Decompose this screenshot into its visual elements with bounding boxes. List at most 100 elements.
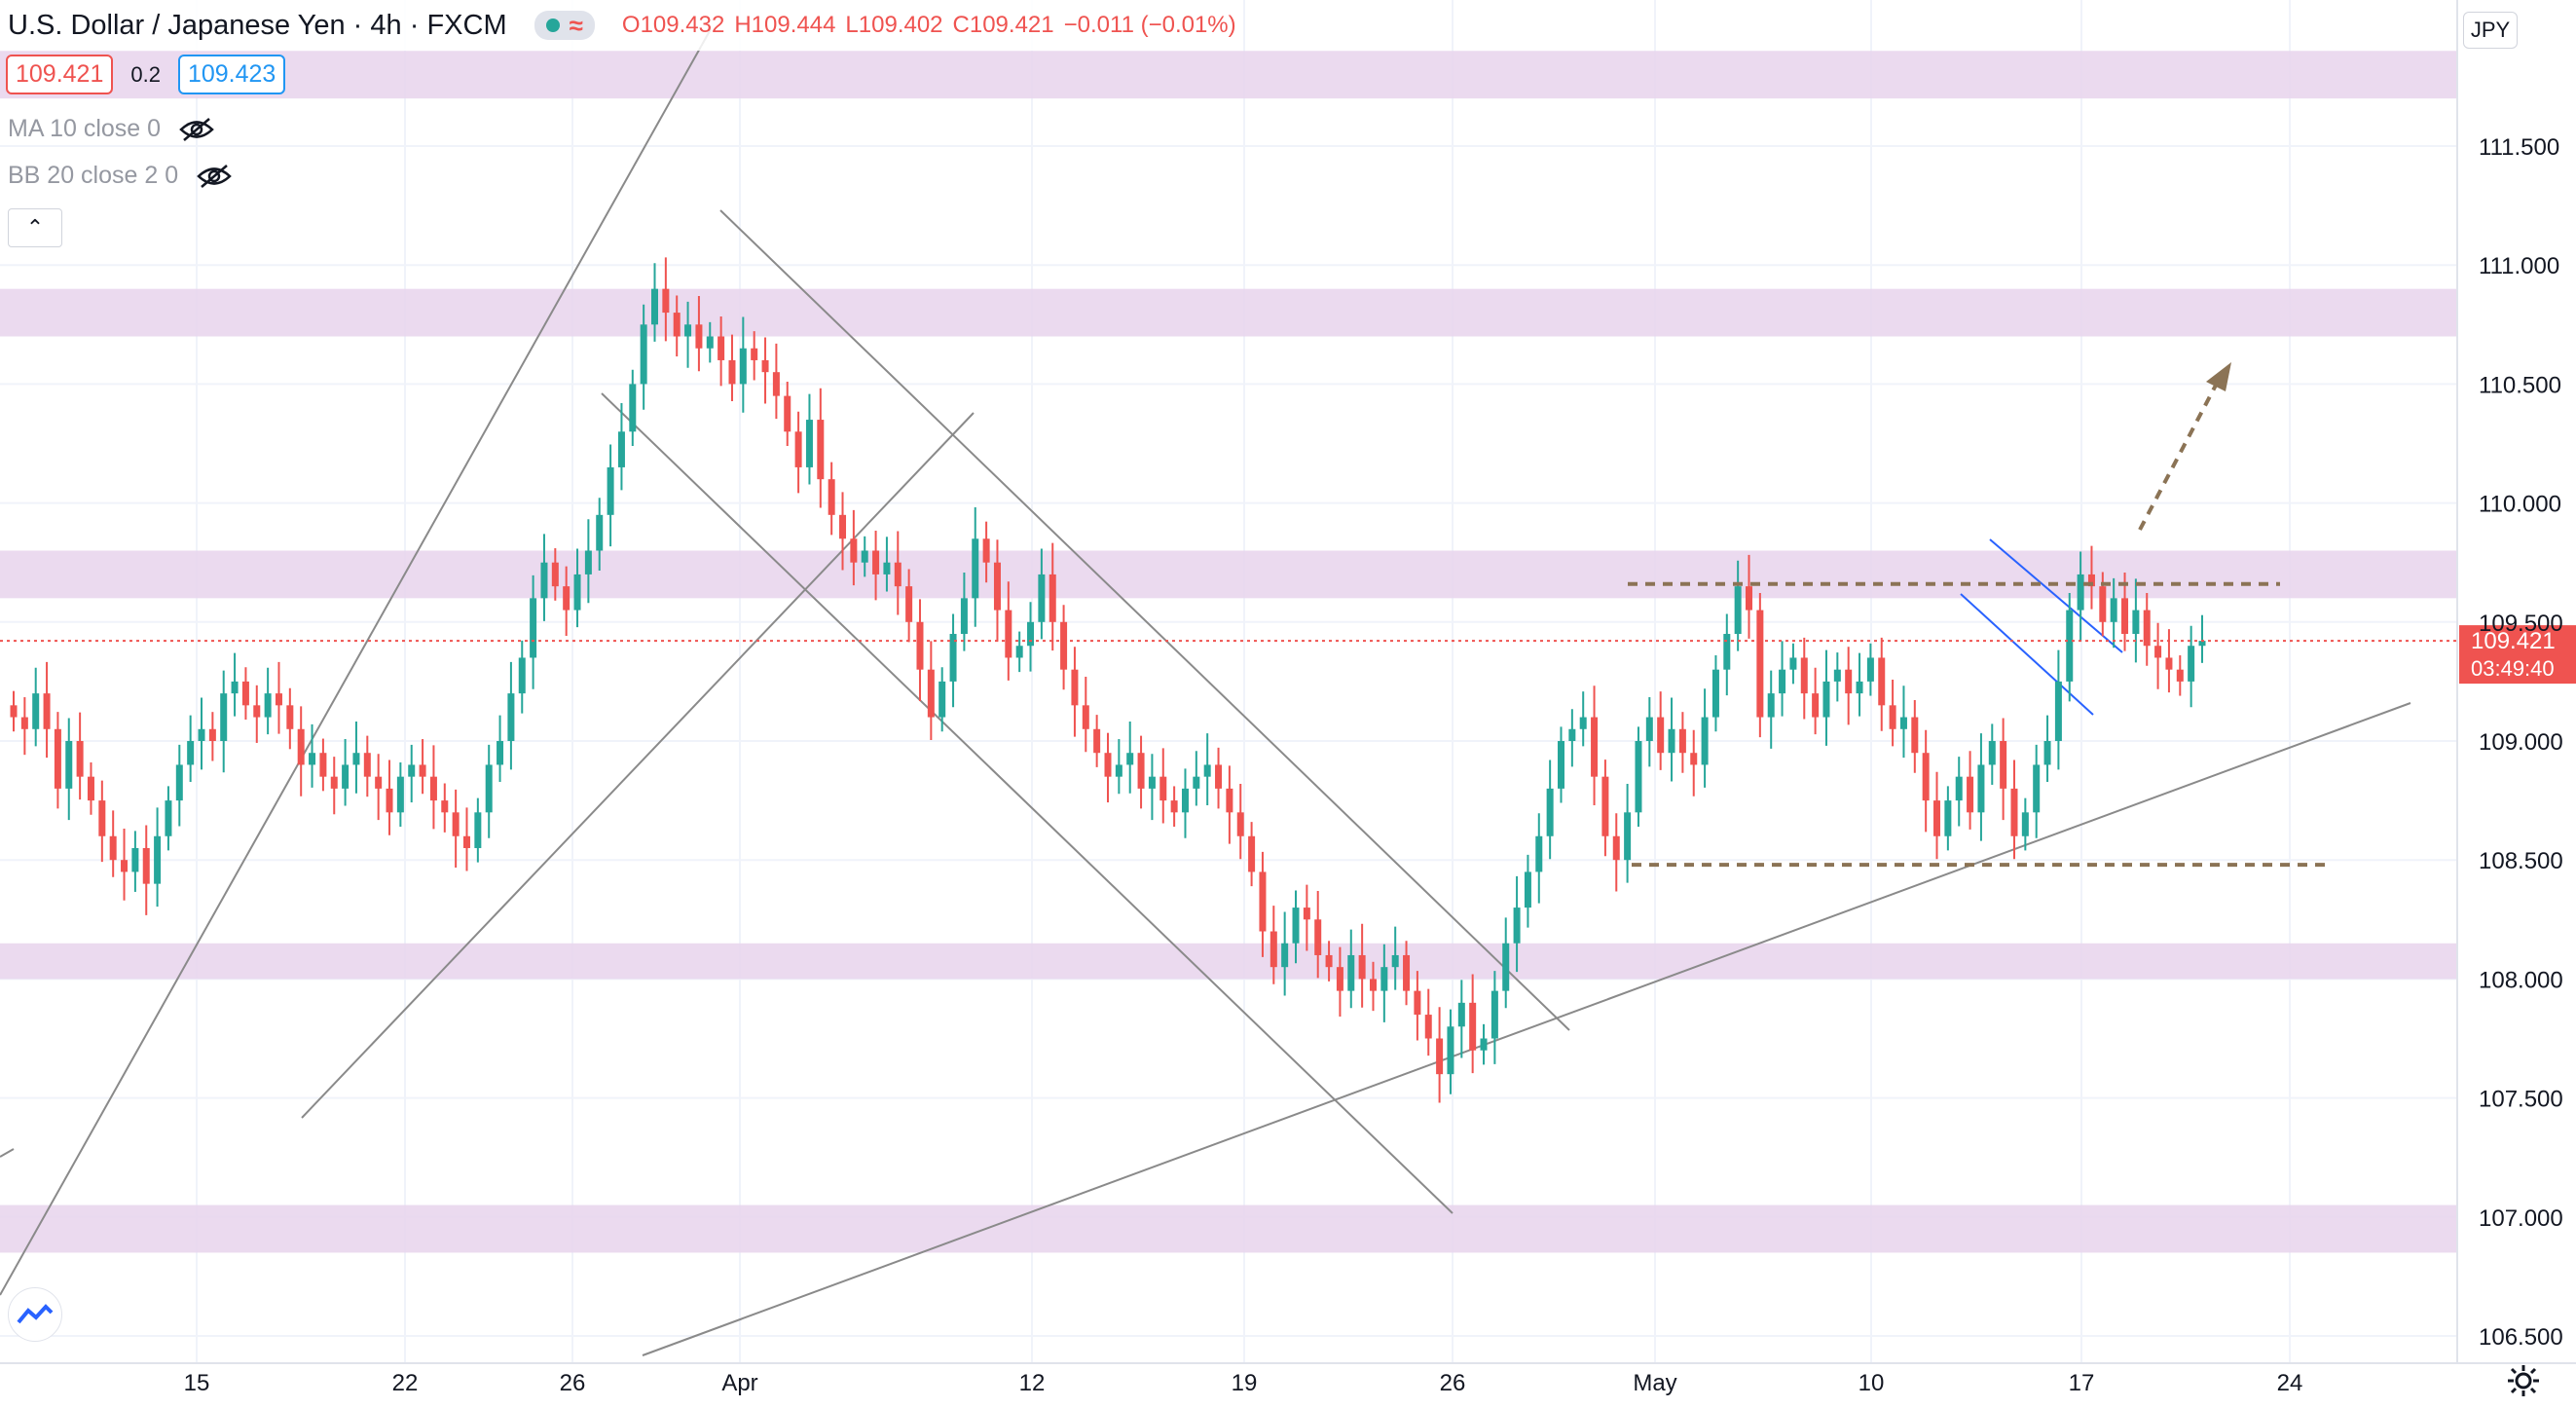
candle-body	[1303, 908, 1310, 920]
candle-body	[497, 741, 504, 765]
candle-body	[1723, 634, 1731, 670]
candle-body	[761, 359, 769, 373]
candle-body	[1746, 586, 1753, 611]
trend-line	[601, 392, 1454, 1214]
collapse-legend-button[interactable]: ⌃	[8, 208, 62, 247]
candle-body	[1181, 788, 1189, 813]
candle-body	[1270, 931, 1277, 968]
candle-body	[1690, 753, 1698, 765]
candle-body	[1524, 871, 1531, 908]
hidden-eye-icon[interactable]	[178, 117, 215, 142]
candle-body	[1027, 621, 1035, 647]
candle-body	[131, 847, 139, 872]
grid-lines	[0, 0, 2457, 1363]
time-tick-label: May	[1633, 1370, 1676, 1396]
time-tick-label: 15	[184, 1370, 210, 1396]
candle-body	[1447, 1026, 1454, 1075]
candle-body	[474, 812, 482, 848]
price-tick-label: 107.500	[2479, 1087, 2563, 1113]
candle-body	[363, 753, 371, 777]
ohlc-open: O109.432	[621, 12, 725, 38]
hidden-eye-icon[interactable]	[196, 164, 233, 189]
candle-body	[1281, 943, 1289, 968]
gear-icon[interactable]	[2504, 1361, 2543, 1400]
candle-body	[684, 324, 692, 337]
candle-body	[2033, 764, 2041, 813]
price-tick-label: 106.500	[2479, 1324, 2563, 1351]
candle-body	[1800, 657, 1808, 694]
price-tick-label: 109.000	[2479, 729, 2563, 756]
candle-body	[817, 420, 825, 480]
candle-body	[109, 835, 117, 861]
candle-body	[828, 479, 835, 515]
candle-body	[673, 313, 681, 337]
candle-body	[65, 741, 73, 789]
candle-body	[264, 693, 272, 718]
candle-body	[2188, 646, 2195, 682]
candle-body	[1093, 728, 1101, 754]
candle-body	[1391, 954, 1399, 968]
candle-body	[309, 753, 316, 765]
candle-body	[927, 669, 935, 718]
candle-body	[2077, 574, 2084, 611]
time-tick-label: Apr	[721, 1370, 757, 1396]
candle-body	[1082, 705, 1089, 729]
candle-body	[87, 776, 94, 801]
candle-body	[1436, 1038, 1444, 1075]
candle-body	[949, 634, 957, 682]
candle-body	[43, 693, 51, 729]
candle-body	[883, 562, 891, 574]
candle-body	[1856, 681, 1863, 694]
candle-body	[1767, 693, 1775, 718]
candle-body	[794, 431, 802, 467]
candle-body	[2143, 610, 2151, 647]
ohlc-high: H109.444	[734, 12, 836, 38]
candle-body	[396, 776, 404, 813]
candle-body	[297, 728, 305, 765]
candle-body	[485, 764, 493, 813]
candle-body	[960, 598, 968, 635]
candle-body	[993, 562, 1001, 611]
candle-body	[640, 324, 647, 385]
candle-body	[2154, 646, 2162, 658]
symbol-title[interactable]: U.S. Dollar / Japanese Yen · 4h · FXCM	[8, 9, 507, 41]
candle-body	[1513, 908, 1521, 944]
indicator-ma[interactable]: MA 10 close 0	[8, 115, 215, 143]
candle-body	[1015, 646, 1023, 658]
currency-button[interactable]: JPY	[2463, 12, 2518, 49]
candle-body	[1414, 990, 1421, 1016]
indicator-bb[interactable]: BB 20 close 2 0	[8, 162, 233, 190]
candle-body	[165, 800, 172, 836]
sell-price-button[interactable]: 109.421	[6, 55, 114, 94]
candle-body	[441, 800, 449, 813]
candle-body	[2021, 812, 2029, 836]
market-status-pill[interactable]: ≈	[534, 11, 595, 40]
candle-body	[419, 764, 426, 777]
tradingview-logo[interactable]	[8, 1287, 62, 1342]
candle-body	[706, 336, 714, 349]
candle-body	[1933, 800, 1941, 836]
candle-body	[1967, 776, 1974, 813]
candle-body	[286, 705, 294, 729]
candle-body	[784, 395, 791, 432]
price-tick-label: 107.000	[2479, 1205, 2563, 1232]
buy-price-button[interactable]: 109.423	[177, 55, 286, 94]
candle-body	[1866, 657, 1874, 682]
candle-body	[530, 598, 537, 658]
candle-body	[253, 705, 261, 718]
wave-icon: ≈	[569, 11, 583, 40]
ohlc-low: L109.402	[845, 12, 943, 38]
candle-body	[1104, 753, 1112, 777]
candle-body	[1535, 835, 1543, 872]
candle-body	[1193, 776, 1200, 789]
candle-body	[1403, 954, 1411, 991]
time-tick-label: 12	[1019, 1370, 1046, 1396]
candle-body	[1579, 717, 1587, 729]
candle-body	[1756, 610, 1764, 718]
candle-body	[1789, 657, 1797, 670]
candle-body	[1159, 776, 1167, 801]
indicator-ma-label: MA 10 close 0	[8, 115, 162, 142]
candlestick-series	[10, 257, 2206, 1103]
